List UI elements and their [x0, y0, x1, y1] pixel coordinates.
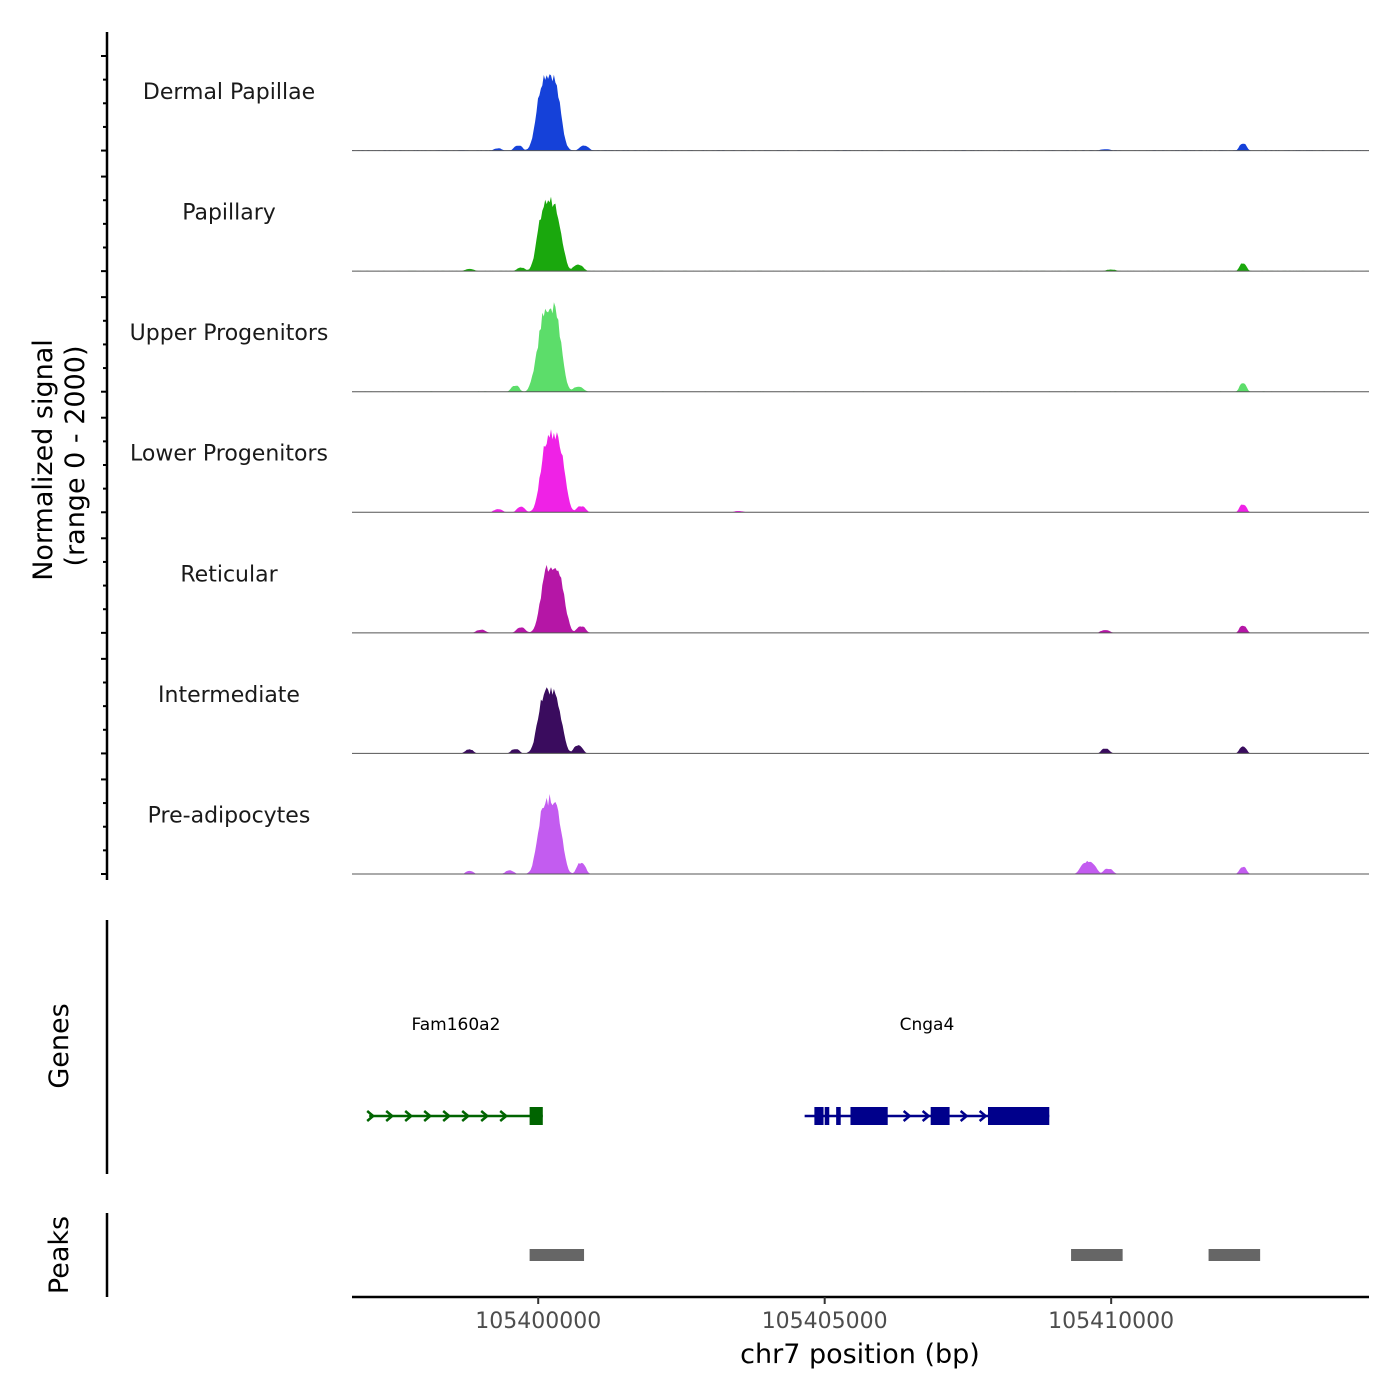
- strand-chevron: [499, 1110, 509, 1122]
- peak-region: [1208, 1249, 1261, 1261]
- gene-label: Fam160a2: [412, 1015, 501, 1035]
- track-label: Intermediate: [158, 683, 300, 708]
- peaks-panel-title: Peaks: [44, 1216, 75, 1294]
- gene-exon: [850, 1107, 888, 1125]
- peak-region: [529, 1249, 585, 1261]
- coverage-area: [352, 74, 1369, 151]
- strand-chevron: [959, 1110, 969, 1122]
- track-label: Pre-adipocytes: [148, 803, 311, 828]
- coverage-tracks: Dermal Papillae Papillary Upper Progenitor…: [130, 74, 1369, 875]
- x-ticks: 105400000 105405000 105410000: [475, 1297, 1174, 1334]
- gene-model: Cnga4: [804, 1015, 1050, 1125]
- coverage-panel: Normalized signal (range 0 - 2000) Derma…: [28, 32, 1369, 880]
- strand-chevron: [480, 1110, 490, 1122]
- strand-chevron: [404, 1110, 414, 1122]
- gene-models: Fam160a2 Cnga4: [366, 1015, 1050, 1125]
- coverage-y-title-line1: Normalized signal: [28, 339, 59, 581]
- strand-chevron: [461, 1110, 471, 1122]
- x-tick-label: 105405000: [762, 1309, 888, 1334]
- gene-exon: [529, 1107, 543, 1125]
- coverage-track: Intermediate: [158, 683, 1369, 754]
- coverage-area: [352, 794, 1369, 874]
- gene-exon: [836, 1107, 841, 1125]
- x-tick-label: 105400000: [475, 1309, 601, 1334]
- strand-chevron: [442, 1110, 452, 1122]
- peaks-panel: Peaks: [44, 1213, 1261, 1297]
- x-axis-title: chr7 position (bp): [740, 1339, 980, 1370]
- gene-exon: [930, 1107, 950, 1125]
- coverage-area: [352, 429, 1369, 513]
- track-label: Papillary: [182, 201, 276, 226]
- strand-chevron: [978, 1110, 988, 1122]
- strand-chevron: [423, 1110, 433, 1122]
- gene-exon: [824, 1107, 830, 1125]
- x-tick-label: 105410000: [1048, 1309, 1174, 1334]
- coverage-y-ticks: [101, 55, 107, 875]
- genes-panel: Genes Fam160a2 Cnga4: [44, 920, 1050, 1174]
- gene-exon: [814, 1107, 824, 1125]
- gene-label: Cnga4: [900, 1015, 955, 1035]
- strand-chevron: [385, 1110, 395, 1122]
- coverage-track: Papillary: [182, 196, 1369, 272]
- strand-chevron: [921, 1110, 931, 1122]
- genes-panel-title: Genes: [44, 1003, 75, 1088]
- coverage-area: [352, 302, 1369, 392]
- coverage-track: Dermal Papillae: [143, 74, 1369, 152]
- coverage-track: Reticular: [180, 562, 1369, 634]
- coverage-track: Upper Progenitors: [130, 302, 1369, 393]
- coverage-track: Pre-adipocytes: [148, 794, 1369, 875]
- coverage-area: [352, 687, 1369, 754]
- strand-chevron: [366, 1110, 376, 1122]
- coverage-track: Lower Progenitors: [130, 429, 1369, 513]
- gene-model: Fam160a2: [366, 1015, 543, 1125]
- x-axis: 105400000 105405000 105410000 chr7 positio…: [352, 1295, 1369, 1370]
- track-label: Upper Progenitors: [130, 321, 329, 346]
- peak-region: [1071, 1249, 1123, 1261]
- gene-exon: [987, 1107, 1050, 1125]
- track-label: Reticular: [180, 562, 278, 587]
- coverage-area: [352, 564, 1369, 633]
- coverage-y-title-line2: (range 0 - 2000): [60, 346, 91, 567]
- track-label: Dermal Papillae: [143, 80, 315, 105]
- strand-chevron: [902, 1110, 912, 1122]
- track-label: Lower Progenitors: [130, 442, 328, 467]
- peak-regions: [529, 1249, 1261, 1261]
- coverage-area: [352, 196, 1369, 272]
